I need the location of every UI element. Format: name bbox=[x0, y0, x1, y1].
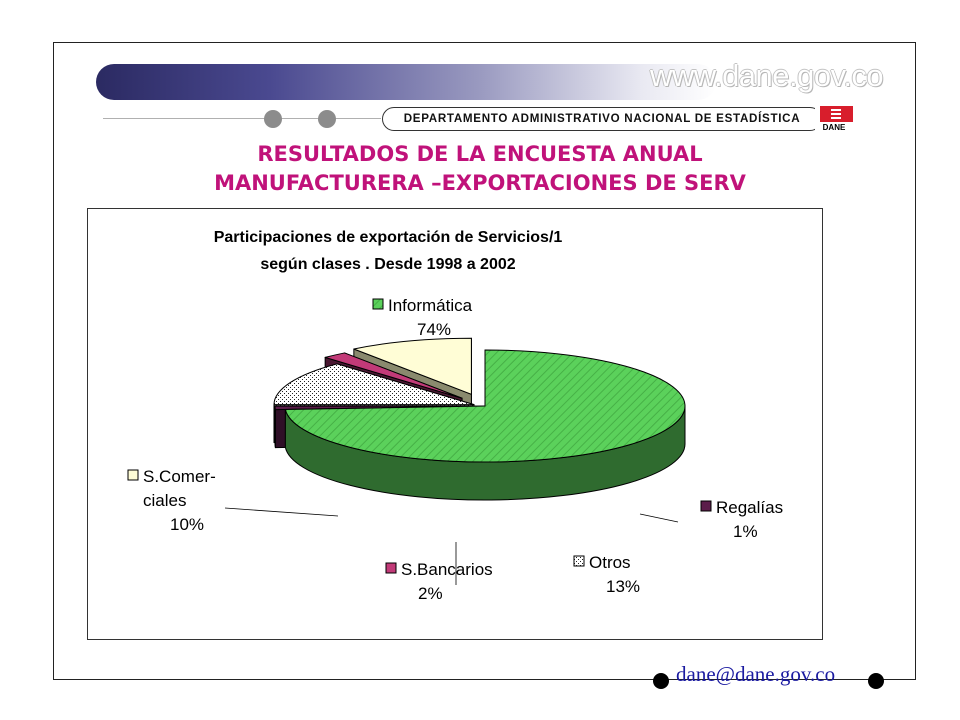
slice-label-name: S.Comer- bbox=[143, 467, 216, 486]
legend-key bbox=[573, 555, 585, 567]
slice-label-value: 13% bbox=[606, 577, 640, 596]
chart-title: Participaciones de exportación de Servic… bbox=[214, 229, 563, 273]
dane-logo: DANE bbox=[815, 106, 853, 132]
slide-title: RESULTADOS DE LA ENCUESTA ANUAL MANUFACT… bbox=[100, 140, 860, 198]
slice-label-otros: Otros 13% bbox=[573, 553, 640, 596]
slice-label-informtica: Informática 74% bbox=[372, 296, 473, 339]
slice-label-value: 74% bbox=[417, 320, 451, 339]
footer-dot bbox=[653, 673, 669, 689]
legend-key bbox=[700, 500, 712, 512]
pie-slice-informtica bbox=[284, 349, 686, 501]
slice-label-value: 10% bbox=[170, 515, 204, 534]
slice-label-value: 2% bbox=[418, 584, 443, 603]
chart-area: Participaciones de exportación de Servic… bbox=[87, 208, 823, 640]
slice-label-regalas: Regalías 1% bbox=[639, 498, 783, 541]
chart-title-line: Participaciones de exportación de Servic… bbox=[214, 229, 563, 246]
chart-title-line: según clases . Desde 1998 a 2002 bbox=[260, 256, 515, 273]
site-url[interactable]: www.dane.gov.co bbox=[650, 58, 884, 93]
slice-label-name: Regalías bbox=[716, 498, 783, 517]
slice-label-name: ciales bbox=[143, 491, 186, 510]
footer-email[interactable]: dane@dane.gov.co bbox=[676, 662, 836, 686]
legend-key bbox=[372, 298, 384, 310]
legend-key bbox=[385, 562, 397, 574]
slide-title-line: RESULTADOS DE LA ENCUESTA ANUAL bbox=[257, 142, 703, 166]
header-gradient-bar bbox=[96, 64, 716, 100]
slice-label-name: Otros bbox=[589, 553, 631, 572]
department-name: DEPARTAMENTO ADMINISTRATIVO NACIONAL DE … bbox=[382, 107, 822, 131]
slice-label-name: S.Bancarios bbox=[401, 560, 493, 579]
footer-dot bbox=[868, 673, 884, 689]
slide-title-line: MANUFACTURERA –EXPORTACIONES DE SERV bbox=[214, 171, 746, 195]
decorative-dot bbox=[264, 110, 282, 128]
legend-key bbox=[127, 469, 139, 481]
slice-label-scomerciales: S.Comer-ciales 10% bbox=[127, 467, 339, 534]
header-divider bbox=[103, 118, 381, 119]
pie-chart: Participaciones de exportación de Servic… bbox=[127, 229, 783, 603]
slice-label-sbancarios: S.Bancarios 2% bbox=[385, 542, 493, 603]
slice-label-name: Informática bbox=[388, 296, 473, 315]
slide-frame bbox=[53, 42, 916, 680]
decorative-dot bbox=[318, 110, 336, 128]
dane-logo-text: DANE bbox=[823, 123, 846, 132]
slice-label-value: 1% bbox=[733, 522, 758, 541]
